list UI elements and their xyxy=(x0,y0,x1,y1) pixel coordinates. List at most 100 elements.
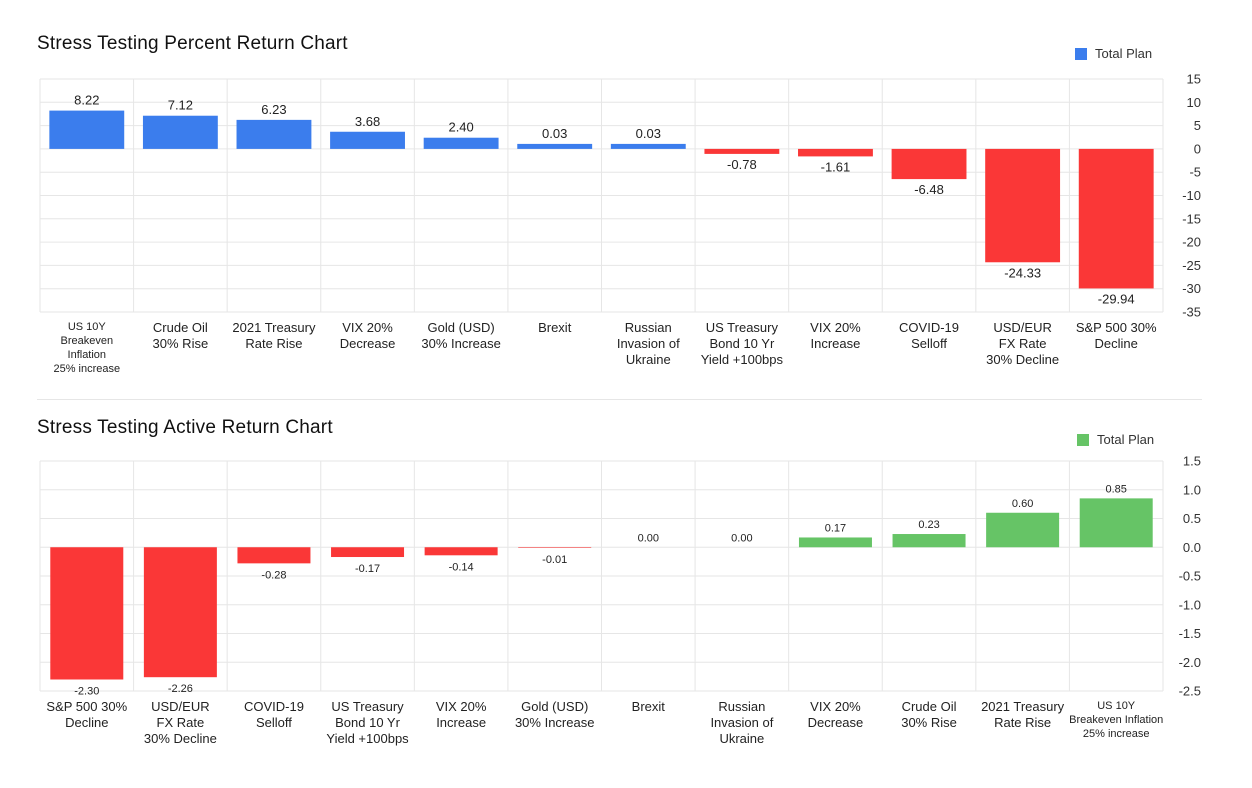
x-tick-label: Crude Oil 30% Rise xyxy=(901,699,957,730)
data-label: 0.60 xyxy=(1012,498,1033,510)
bar xyxy=(143,547,217,678)
data-label: -0.28 xyxy=(261,569,286,581)
bar xyxy=(1078,148,1154,289)
y-tick-label: -15 xyxy=(1182,211,1201,226)
data-label: -24.33 xyxy=(1004,265,1041,280)
x-tick-label: VIX 20% Decrease xyxy=(340,320,396,351)
data-label: 8.22 xyxy=(74,93,99,108)
data-label: -0.01 xyxy=(542,554,567,566)
y-tick-label: -35 xyxy=(1182,305,1201,320)
y-tick-label: -20 xyxy=(1182,235,1201,250)
data-label: -0.14 xyxy=(449,561,474,573)
bar xyxy=(704,148,780,154)
data-label: -0.78 xyxy=(727,157,757,172)
x-tick-label: 2021 Treasury Rate Rise xyxy=(232,320,316,351)
x-tick-label: Brexit xyxy=(632,699,666,714)
data-label: 0.00 xyxy=(638,532,659,544)
bar xyxy=(330,131,405,149)
bar xyxy=(237,547,311,564)
y-tick-label: -0.5 xyxy=(1179,569,1201,584)
y-tick-label: 15 xyxy=(1187,72,1201,87)
chart-2-title: Stress Testing Active Return Chart xyxy=(37,417,333,438)
data-label: -2.26 xyxy=(168,683,193,695)
chart-1-legend-label: Total Plan xyxy=(1095,46,1153,61)
y-tick-label: 1.5 xyxy=(1183,454,1201,469)
bar xyxy=(517,143,593,149)
x-tick-label: S&P 500 30% Decline xyxy=(46,699,127,730)
chart-2-legend-label: Total Plan xyxy=(1097,432,1155,447)
data-label: 0.00 xyxy=(731,532,752,544)
chart-1-plot: 15 10 5 0 -5 -10 -15 -20 -25 -30 -35 8.22 US 10Y Brea… xyxy=(39,72,1201,375)
x-tick-label: USD/EUR FX Rate 30% Decline xyxy=(986,320,1059,367)
data-label: 0.17 xyxy=(825,522,846,534)
bar xyxy=(798,537,872,548)
y-tick-label: 0 xyxy=(1194,141,1201,156)
x-tick-label: VIX 20% Increase xyxy=(810,320,861,351)
bar xyxy=(236,119,312,149)
bar xyxy=(518,547,592,548)
y-tick-label: 0.0 xyxy=(1183,540,1201,555)
section-divider xyxy=(37,399,1202,400)
bar xyxy=(610,143,686,149)
y-tick-label: -30 xyxy=(1182,281,1201,296)
data-label: -1.61 xyxy=(821,159,851,174)
x-tick-label: US 10Y Breakeven Inflation 25% increase xyxy=(53,321,120,375)
y-tick-label: -2.0 xyxy=(1179,655,1201,670)
bar xyxy=(986,512,1060,548)
chart-2-legend-swatch xyxy=(1077,433,1089,446)
x-tick-label: S&P 500 30% Decline xyxy=(1076,320,1157,351)
y-tick-label: -10 xyxy=(1182,188,1201,203)
y-tick-label: 0.5 xyxy=(1183,511,1201,526)
x-tick-label: 2021 Treasury Rate Rise xyxy=(981,699,1065,730)
y-tick-label: 5 xyxy=(1194,118,1201,133)
data-label: 3.68 xyxy=(355,114,380,129)
x-tick-label: USD/EUR FX Rate 30% Decline xyxy=(144,699,217,746)
y-tick-label: 10 xyxy=(1187,95,1201,110)
bar xyxy=(985,148,1061,263)
data-label: -29.94 xyxy=(1098,291,1135,306)
data-label: 6.23 xyxy=(261,102,286,117)
data-label: 0.23 xyxy=(918,519,939,531)
y-tick-label: -5 xyxy=(1189,165,1201,180)
bar xyxy=(798,148,873,157)
bar xyxy=(424,547,498,556)
x-tick-label: Brexit xyxy=(538,320,572,335)
chart-2-legend: Total Plan xyxy=(1077,432,1154,447)
bar xyxy=(331,547,405,558)
x-tick-label: Crude Oil 30% Rise xyxy=(153,320,209,351)
x-tick-label: VIX 20% Increase xyxy=(436,699,487,730)
x-tick-label: US Treasury Bond 10 Yr Yield +100bps xyxy=(326,699,409,746)
data-label: 0.85 xyxy=(1105,483,1126,495)
x-tick-label: Russian Invasion of Ukraine xyxy=(710,699,773,746)
x-tick-label: US 10Y Breakeven Inflation 25% increase xyxy=(1069,700,1163,740)
data-label: 0.03 xyxy=(542,126,567,141)
data-label: -0.17 xyxy=(355,563,380,575)
bar xyxy=(892,534,966,548)
data-label: -6.48 xyxy=(914,182,944,197)
bar xyxy=(50,547,124,680)
bar xyxy=(891,148,967,180)
x-tick-label: Gold (USD) 30% Increase xyxy=(515,699,595,730)
y-tick-label: -1.0 xyxy=(1179,597,1201,612)
y-tick-label: 1.0 xyxy=(1183,482,1201,497)
x-tick-label: Gold (USD) 30% Increase xyxy=(421,320,501,351)
bar xyxy=(1079,498,1153,548)
x-tick-label: COVID-19 Selloff xyxy=(899,320,959,351)
data-label: 7.12 xyxy=(168,98,193,113)
data-label: 0.03 xyxy=(636,126,661,141)
y-tick-label: -2.5 xyxy=(1179,684,1201,699)
data-label: -2.30 xyxy=(74,686,99,698)
y-tick-label: -25 xyxy=(1182,258,1201,273)
data-label: 2.40 xyxy=(448,120,473,135)
x-tick-label: Russian Invasion of Ukraine xyxy=(617,320,680,367)
bar xyxy=(423,137,499,149)
x-tick-label: VIX 20% Decrease xyxy=(808,699,864,730)
bar xyxy=(142,115,218,149)
chart-1-legend-swatch xyxy=(1075,47,1087,60)
chart-1-title: Stress Testing Percent Return Chart xyxy=(37,33,348,54)
chart-1-legend: Total Plan xyxy=(1075,46,1152,61)
y-tick-label: -1.5 xyxy=(1179,626,1201,641)
x-tick-label: US Treasury Bond 10 Yr Yield +100bps xyxy=(701,320,784,367)
bar xyxy=(49,110,125,149)
x-tick-label: COVID-19 Selloff xyxy=(244,699,304,730)
